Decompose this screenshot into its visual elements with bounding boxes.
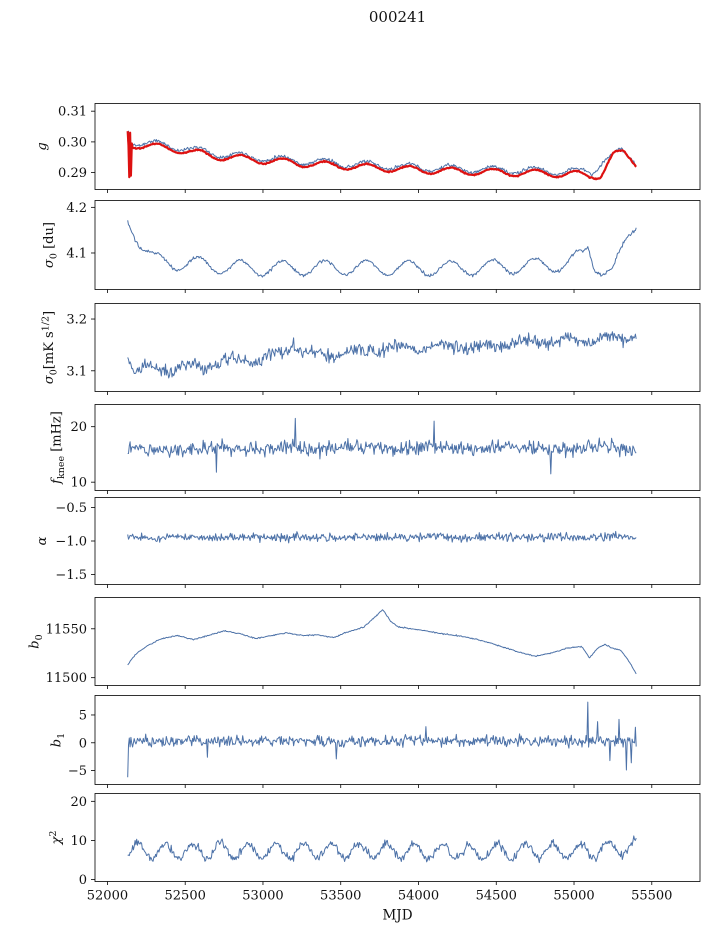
subplot-b1: −5 0 5 b1 (49, 695, 701, 788)
series-fknee (127, 417, 637, 475)
subplot-sigma0-du: 4.1 4.2 σ0 [du] (42, 200, 701, 293)
xtick-label: 55500 (631, 889, 672, 904)
ytick-label: −1.0 (55, 535, 87, 550)
xtick-label: 53000 (242, 889, 283, 904)
ytick-label: 0.29 (58, 166, 87, 181)
series-sigma0-du (127, 220, 637, 278)
ytick-label: 0 (79, 873, 87, 888)
ytick-label: 4.2 (66, 201, 87, 216)
series-sigma0-mks (127, 331, 637, 379)
x-axis-label: MJD (382, 908, 412, 924)
y-axis-label-b1: b1 (49, 733, 67, 747)
y-axis-label-b0: b0 (28, 634, 46, 648)
xtick-label: 53500 (320, 889, 361, 904)
y-axis-label-alpha: α (35, 536, 50, 545)
series-b1 (127, 701, 637, 778)
ytick-label: −5 (68, 764, 87, 779)
ytick-label: 20 (70, 420, 87, 435)
ytick-label: 11550 (46, 622, 87, 637)
y-axis-label-fknee: fknee [mHz] (49, 411, 67, 485)
ytick-label: 4.1 (66, 246, 87, 261)
ytick-label: 11500 (46, 671, 87, 686)
xtick-label: 52000 (87, 889, 128, 904)
series-chi2 (127, 835, 637, 864)
y-axis-label-sigma0-du: σ0 [du] (42, 222, 60, 268)
ytick-label: 10 (70, 476, 87, 491)
ytick-label: −1.5 (55, 568, 87, 583)
subplot-g: 0.29 0.30 0.31 g (35, 103, 701, 193)
ytick-label: −0.5 (55, 501, 87, 516)
xtick-label: 55000 (553, 889, 594, 904)
subplot-chi2: 0 10 20 52000 52500 53000 53500 54000 54500 55000… (48, 793, 701, 924)
xtick-label: 54500 (476, 889, 517, 904)
y-axis-label-g: g (35, 142, 50, 150)
ytick-label: 3.1 (66, 364, 87, 379)
ytick-label: 0 (79, 736, 87, 751)
xtick-label: 52500 (165, 889, 206, 904)
subplot-alpha: −1.5 −1.0 −0.5 α (35, 497, 701, 588)
series-alpha (127, 530, 637, 544)
ytick-label: 20 (70, 795, 87, 810)
series-b0 (127, 609, 637, 675)
ytick-label: 10 (70, 834, 87, 849)
figure-title: 000241 (368, 8, 427, 26)
ytick-label: 0.30 (58, 135, 87, 150)
series-g-data (127, 130, 637, 177)
subplot-sigma0-mks: 3.1 3.2 σ0[mK s1/2] (41, 303, 701, 395)
xtick-label: 54000 (398, 889, 439, 904)
y-axis-label-sigma0-mks: σ0[mK s1/2] (41, 311, 60, 384)
ytick-label: 5 (79, 708, 87, 723)
y-axis-label-chi2: χ2 (48, 831, 65, 846)
ytick-label: 0.31 (58, 105, 87, 120)
ytick-label: 3.2 (66, 313, 87, 328)
series-g-fit (126, 131, 637, 181)
